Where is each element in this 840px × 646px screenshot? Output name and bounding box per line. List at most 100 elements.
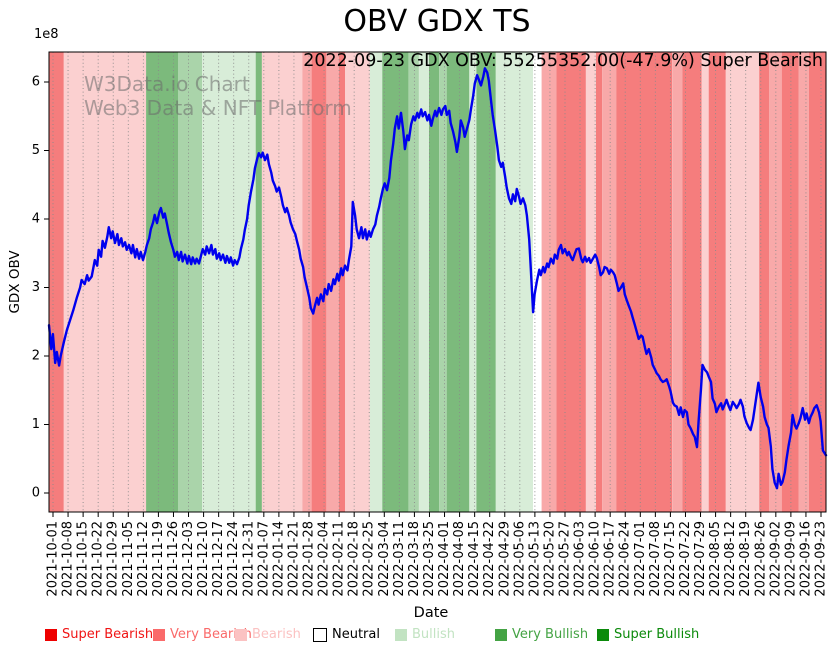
sentiment-band-vb bbox=[769, 52, 782, 512]
x-tick-label: 2022-04-08 bbox=[452, 521, 467, 597]
x-tick-label: 2022-09-02 bbox=[768, 521, 783, 597]
sentiment-band-vb bbox=[798, 52, 809, 512]
sentiment-band-sb bbox=[616, 52, 673, 512]
sentiment-band-bu bbox=[469, 52, 477, 512]
x-tick-label: 2022-08-19 bbox=[738, 521, 753, 597]
y-axis-label: GDX OBV bbox=[7, 250, 23, 314]
x-tick-label: 2022-08-05 bbox=[708, 521, 723, 597]
x-tick-label: 2022-04-29 bbox=[497, 521, 512, 597]
sentiment-band-vb bbox=[602, 52, 617, 512]
sentiment-band-sb bbox=[311, 52, 327, 512]
sentiment-band-sb bbox=[556, 52, 586, 512]
sentiment-band-bu bbox=[495, 52, 534, 512]
x-tick-label: 2021-12-24 bbox=[226, 521, 241, 597]
plot-border bbox=[48, 51, 827, 513]
sentiment-band-b bbox=[725, 52, 760, 512]
sentiment-band-sb bbox=[759, 52, 770, 512]
sentiment-band-bu bbox=[418, 52, 429, 512]
x-tick-label: 2022-02-18 bbox=[347, 521, 362, 597]
x-tick-label: 2022-01-21 bbox=[286, 521, 301, 597]
x-tick-label: 2021-11-05 bbox=[121, 521, 136, 597]
sentiment-band-sbu bbox=[476, 52, 496, 512]
sentiment-band-sbu bbox=[255, 52, 262, 512]
x-tick-label: 2022-03-04 bbox=[377, 521, 392, 597]
x-tick-label: 2022-07-29 bbox=[693, 521, 708, 597]
chart-subtitle-annotation: 2022-09-23 GDX OBV: 55255352.00(-47.9%) … bbox=[303, 51, 823, 71]
x-tick-label: 2022-04-01 bbox=[437, 521, 452, 597]
sentiment-band-b bbox=[585, 52, 596, 512]
x-tick-label: 2022-06-03 bbox=[573, 521, 588, 597]
sentiment-band-sbu bbox=[146, 52, 178, 512]
x-tick-label: 2021-11-12 bbox=[136, 521, 151, 597]
sentiment-band-vb bbox=[672, 52, 683, 512]
sentiment-band-sb bbox=[49, 52, 64, 512]
x-tick-label: 2022-08-12 bbox=[723, 521, 738, 597]
x-tick-label: 2022-01-14 bbox=[271, 521, 286, 597]
sentiment-band-b bbox=[261, 52, 303, 512]
x-tick-label: 2022-04-15 bbox=[467, 521, 482, 597]
x-tick-label: 2022-09-09 bbox=[783, 521, 798, 597]
y-tick-label: 0 bbox=[32, 486, 40, 501]
sentiment-band-sb bbox=[596, 52, 603, 512]
obv-line-series bbox=[47, 67, 828, 490]
x-tick-label: 2021-12-10 bbox=[196, 521, 211, 597]
x-tick-label: 2022-07-22 bbox=[678, 521, 693, 597]
x-tick-label: 2022-03-18 bbox=[407, 521, 422, 597]
x-tick-label: 2022-05-13 bbox=[527, 521, 542, 597]
sentiment-band-bu bbox=[202, 52, 256, 512]
x-tick-label: 2022-03-25 bbox=[422, 521, 437, 597]
x-tick-label: 2022-03-11 bbox=[392, 521, 407, 597]
y-tick-label: 1 bbox=[32, 417, 40, 432]
x-tick-label: 2022-06-24 bbox=[618, 521, 633, 597]
sentiment-band-sb bbox=[338, 52, 345, 512]
x-tick-label: 2021-12-17 bbox=[211, 521, 226, 597]
x-tick-label: 2022-07-08 bbox=[648, 521, 663, 597]
x-tick-label: 2022-02-04 bbox=[317, 521, 332, 597]
y-tick-label: 5 bbox=[32, 143, 40, 158]
x-tick-label: 2022-06-10 bbox=[588, 521, 603, 597]
x-tick-label: 2021-10-15 bbox=[76, 521, 91, 597]
sentiment-band-sbu bbox=[446, 52, 470, 512]
sentiment-band-sb bbox=[708, 52, 726, 512]
x-tick-label: 2022-07-01 bbox=[633, 521, 648, 597]
x-tick-label: 2022-05-20 bbox=[542, 521, 557, 597]
x-tick-label: 2021-10-29 bbox=[106, 521, 121, 597]
y-tick-label: 4 bbox=[32, 212, 40, 227]
sentiment-band-sb bbox=[808, 52, 826, 512]
x-tick-label: 2022-09-16 bbox=[798, 521, 813, 597]
x-tick-label: 2021-12-31 bbox=[241, 521, 256, 597]
x-tick-label: 2022-02-25 bbox=[362, 521, 377, 597]
x-tick-label: 2021-11-19 bbox=[151, 521, 166, 597]
sentiment-band-b bbox=[701, 52, 709, 512]
x-tick-label: 2022-05-06 bbox=[512, 521, 527, 597]
sentiment-band-sbu bbox=[429, 52, 440, 512]
sentiment-band-vbu bbox=[439, 52, 447, 512]
y-tick-label: 6 bbox=[32, 75, 40, 90]
x-tick-label: 2021-12-03 bbox=[181, 521, 196, 597]
watermark-line2: Web3 Data & NFT Platform bbox=[84, 96, 352, 120]
chart-title: OBV GDX TS bbox=[343, 4, 531, 39]
sentiment-band-b bbox=[345, 52, 370, 512]
sentiment-band-sb bbox=[781, 52, 799, 512]
x-tick-label: 2022-07-15 bbox=[663, 521, 678, 597]
x-tick-label: 2022-05-27 bbox=[558, 521, 573, 597]
x-tick-label: 2022-06-17 bbox=[603, 521, 618, 597]
watermark-line1: W3Data.io Chart bbox=[84, 72, 250, 96]
y-tick-label: 2 bbox=[32, 349, 40, 364]
x-tick-label: 2022-01-28 bbox=[302, 521, 317, 597]
sentiment-band-vb bbox=[541, 52, 557, 512]
x-axis-label: Date bbox=[413, 605, 449, 621]
x-tick-label: 2021-10-01 bbox=[46, 521, 61, 597]
y-tick-label: 3 bbox=[32, 280, 40, 295]
x-tick-label: 2022-09-23 bbox=[814, 521, 829, 597]
sentiment-band-b bbox=[63, 52, 147, 512]
y-axis-offset-label: 1e8 bbox=[34, 27, 59, 42]
x-tick-label: 2022-04-22 bbox=[482, 521, 497, 597]
x-tick-label: 2022-01-07 bbox=[256, 521, 271, 597]
x-tick-label: 2021-10-22 bbox=[91, 521, 106, 597]
sentiment-band-vbu bbox=[178, 52, 203, 512]
x-tick-label: 2022-08-26 bbox=[753, 521, 768, 597]
x-tick-label: 2022-02-11 bbox=[332, 521, 347, 597]
